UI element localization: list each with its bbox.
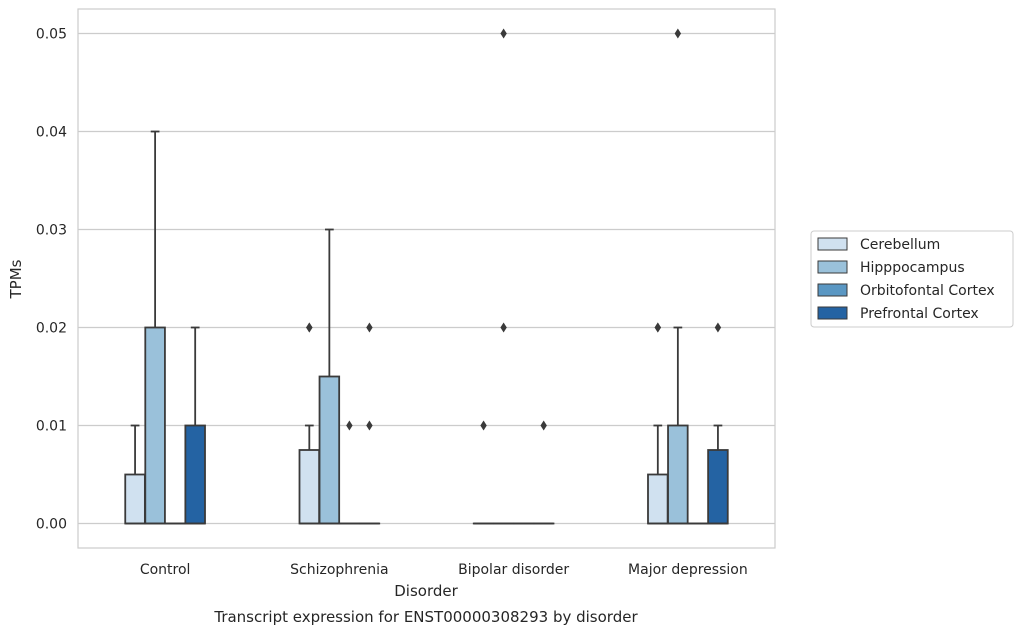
y-tick-label-5: 0.05 [36, 27, 67, 43]
outlier-point-1 [500, 322, 507, 333]
outlier-point-0 [714, 322, 722, 333]
y-tick-label-0: 0.00 [36, 517, 67, 533]
y-tick-label-3: 0.03 [36, 223, 67, 239]
box-body [298, 449, 321, 525]
y-tick-label-2: 0.02 [36, 321, 67, 337]
box-0-3 [647, 322, 669, 525]
y-tick-label-4: 0.04 [36, 125, 67, 141]
box-3-3 [707, 322, 729, 525]
box-0-0 [124, 424, 146, 525]
outlier-point-0 [674, 28, 682, 39]
legend-label-2: Orbitofontal Cortex [860, 283, 995, 299]
outlier-point-0 [346, 420, 353, 431]
outlier-point-1 [306, 322, 313, 333]
box-plots [124, 28, 729, 525]
y-tick-labels: 0.00 0.01 0.02 0.03 0.04 0.05 [36, 27, 67, 533]
box-body [184, 424, 206, 525]
box-3-1 [358, 322, 381, 525]
x-tick-labels: Control Schizophrenia Bipolar disorder Majo… [140, 562, 748, 578]
plot-frame [77, 8, 776, 549]
outlier-point-0 [480, 420, 487, 431]
x-tick-label-3: Major depression [628, 562, 748, 578]
box-1-1 [318, 228, 341, 525]
legend-swatch-0 [817, 237, 848, 251]
legend-swatch-2 [817, 283, 848, 297]
legend-frame [810, 230, 1014, 328]
box-body [647, 473, 669, 525]
outlier-point-0 [366, 322, 373, 333]
outlier-point-1 [654, 322, 662, 333]
box-body [318, 375, 341, 525]
legend-label-1: Hipppocampus [860, 260, 965, 276]
box-3-0 [184, 326, 206, 525]
outlier-point-0 [540, 420, 547, 431]
box-1-3 [667, 28, 689, 525]
legend-swatch-3 [817, 306, 848, 320]
x-tick-label-0: Control [140, 562, 191, 578]
y-tick-label-1: 0.01 [36, 419, 67, 435]
legend-swatch-1 [817, 260, 848, 274]
x-axis-label: Disorder [394, 582, 458, 600]
x-tick-label-2: Bipolar disorder [458, 562, 569, 578]
legend: Cerebellum Hipppocampus Orbitofontal Corte… [810, 230, 1014, 328]
box-body [144, 326, 166, 525]
outlier-point-1 [366, 420, 373, 431]
box-body [124, 473, 146, 525]
box-3-2 [532, 420, 555, 525]
x-tick-label-1: Schizophrenia [290, 562, 388, 578]
box-1-0 [144, 130, 166, 525]
legend-label-3: Prefrontal Cortex [860, 306, 979, 322]
outlier-point-0 [500, 28, 507, 39]
box-body [667, 424, 689, 525]
y-axis-label: TPMs [7, 259, 25, 299]
box-1-2 [492, 28, 515, 525]
chart-caption: Transcript expression for ENST0000030829… [213, 608, 638, 626]
box-body [707, 449, 729, 525]
legend-label-0: Cerebellum [860, 237, 940, 253]
